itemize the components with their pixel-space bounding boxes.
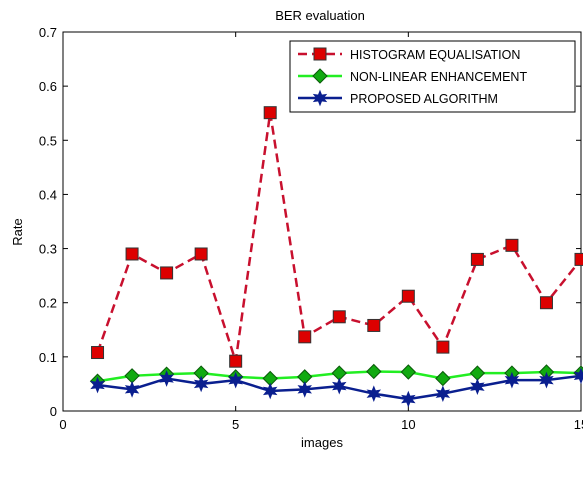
data-point [90,376,105,394]
y-tick-label: 0.6 [39,79,57,94]
y-axis-label: Rate [10,218,25,245]
data-point [366,363,382,380]
chart-title: BER evaluation [275,8,365,23]
legend-label: HISTOGRAM EQUALISATION [350,48,520,62]
legend-label: NON-LINEAR ENHANCEMENT [350,70,527,84]
legend-label: PROPOSED ALGORITHM [350,92,498,106]
data-point [91,346,105,360]
data-point [504,371,520,389]
data-point [505,238,519,252]
data-point [332,377,347,395]
data-point [470,378,485,395]
legend-entry: PROPOSED ALGORITHM [298,89,498,107]
data-point [194,247,208,261]
legend-entry: NON-LINEAR ENHANCEMENT [298,68,527,84]
data-point [539,296,553,310]
data-point [124,380,140,398]
data-point [436,340,450,354]
y-tick-label: 0 [50,404,57,419]
x-axis-label: images [301,435,343,450]
data-point [470,252,484,266]
x-tick-label: 0 [59,417,66,432]
series-1 [91,106,583,368]
y-tick-label: 0.1 [39,350,57,365]
legend: HISTOGRAM EQUALISATION NON-LINEAR ENHANCE… [289,40,576,113]
y-tick-label: 0.2 [39,296,57,311]
data-point [573,367,583,385]
data-point [193,375,209,393]
data-point [367,318,381,332]
data-point [366,385,382,403]
legend-marker [312,68,328,84]
series-layer [89,106,583,408]
y-tick-label: 0.7 [39,25,57,40]
data-point [228,371,243,389]
y-tick-label: 0.3 [39,242,57,257]
data-point [401,390,416,408]
data-point [435,385,451,403]
y-tick-label: 0.4 [39,187,57,202]
data-point [159,370,174,387]
legend-marker [312,89,328,107]
data-point [400,364,417,380]
legend-entry: HISTOGRAM EQUALISATION [298,47,520,62]
data-point [332,310,346,324]
data-point [125,247,139,261]
data-point [298,330,312,344]
axes: 0 5 10 15 0 0.1 0.2 0.3 0.4 0.5 0.6 0.7 [39,25,583,432]
x-tick-label: 10 [401,417,415,432]
legend-marker [313,47,327,61]
data-point [539,371,554,389]
x-tick-label: 15 [574,417,583,432]
series-3 [90,367,583,408]
data-point [263,106,277,120]
data-point [160,266,174,280]
data-point [297,380,312,398]
y-tick-label: 0.5 [39,133,57,148]
x-tick-label: 5 [232,417,239,432]
data-point [401,289,415,303]
data-point [229,354,243,368]
data-point [262,382,278,400]
data-point [574,252,583,266]
